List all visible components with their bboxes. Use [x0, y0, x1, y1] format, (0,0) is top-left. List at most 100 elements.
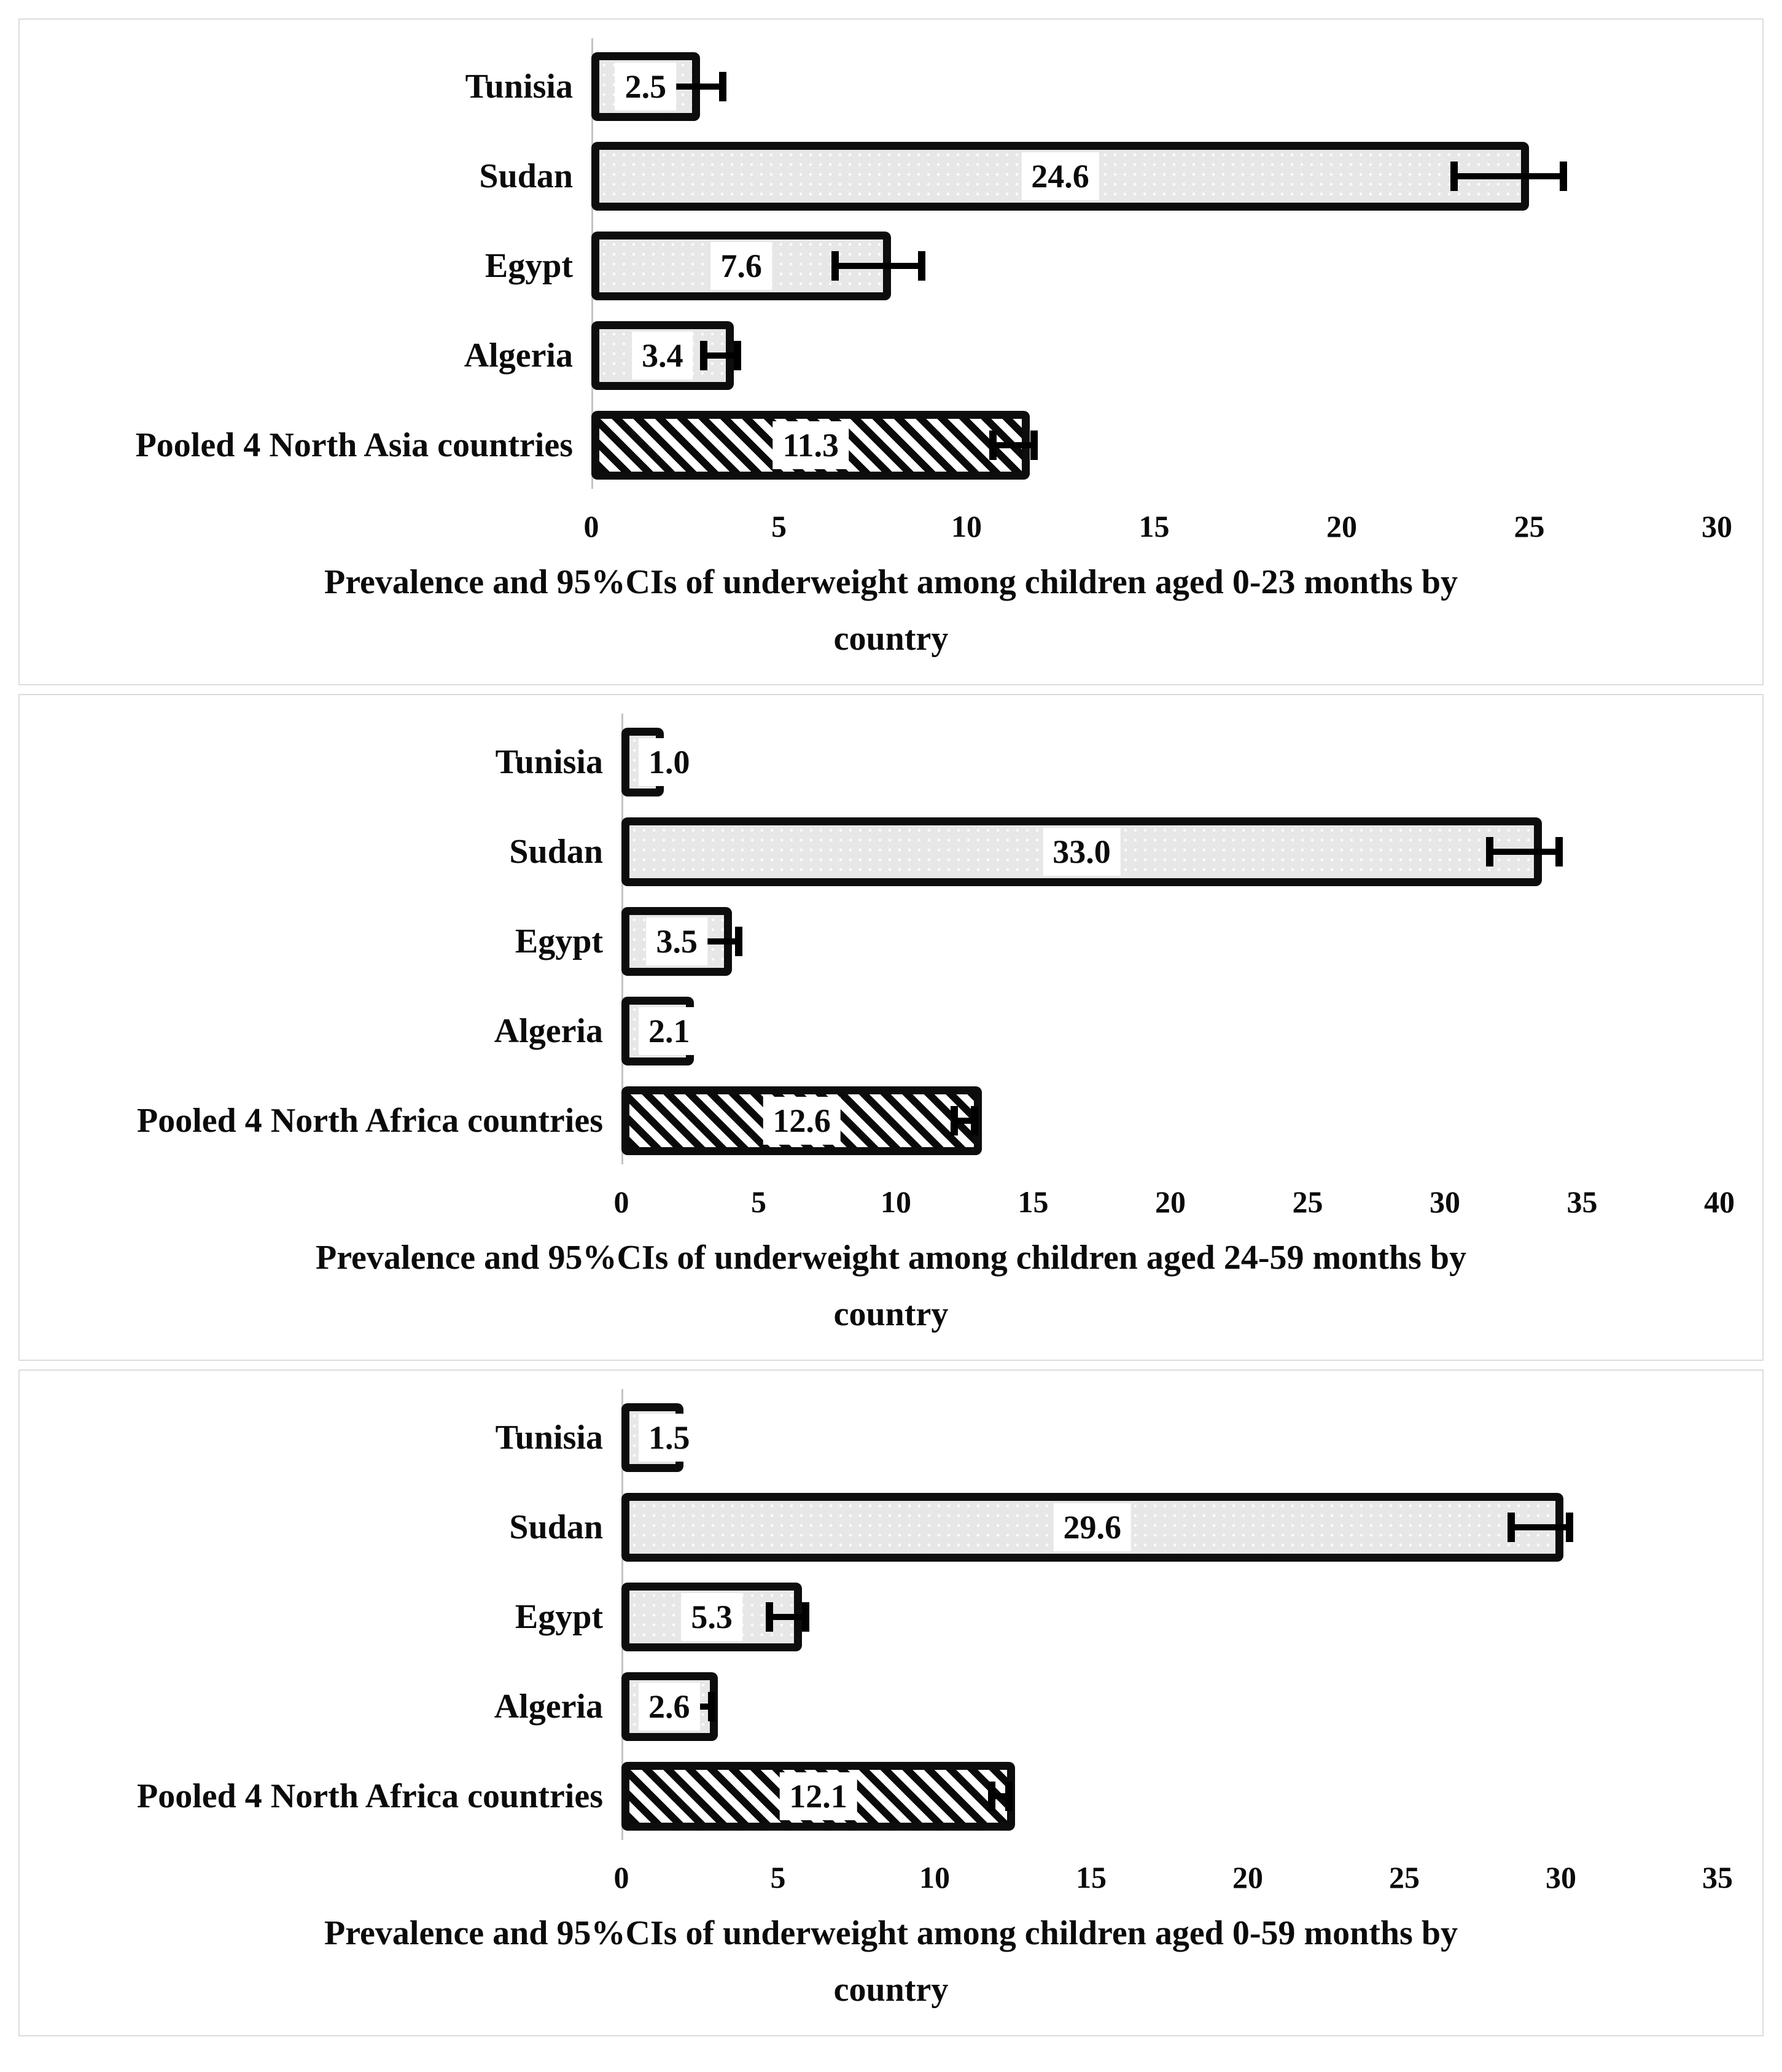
bar-track: 2.5: [591, 42, 1762, 131]
category-label: Egypt: [515, 1598, 603, 1636]
chart-title-line1: Prevalence and 95%CIs of underweight amo…: [315, 1239, 1466, 1277]
bar: 1.5: [621, 1403, 700, 1472]
x-axis: 0 5 10 15 20 25 30 35: [20, 1841, 1762, 1905]
x-tick-label: 0: [613, 1860, 629, 1895]
bar-track: 24.6: [591, 131, 1762, 221]
error-bar: [989, 430, 1038, 460]
bar-track: 12.6: [621, 1076, 1762, 1166]
bar-row: Algeria 2.6: [20, 1662, 1762, 1751]
chart-title-line1: Prevalence and 95%CIs of underweight amo…: [324, 1914, 1458, 1952]
category-label: Tunisia: [495, 1419, 603, 1457]
x-tick-label: 35: [1566, 1185, 1598, 1219]
error-bar: [1486, 837, 1563, 867]
category-label: Sudan: [509, 1508, 603, 1546]
category-label: Tunisia: [465, 68, 573, 106]
bar-track: 1.0: [621, 717, 1762, 807]
bar-track: 11.3: [591, 400, 1762, 490]
bar-track: 33.0: [621, 807, 1762, 897]
chart-title-line2: country: [833, 1295, 949, 1333]
category-label: Algeria: [464, 337, 573, 375]
error-bar: [951, 1106, 979, 1135]
bar-row: Pooled 4 North Asia countries 11.3: [20, 400, 1762, 490]
x-tick-label: 40: [1704, 1185, 1735, 1219]
x-tick-label: 30: [1546, 1860, 1576, 1895]
pooled-bar: 11.3: [591, 411, 1030, 480]
value-label: 2.5: [615, 63, 677, 111]
x-tick-label: 15: [1076, 1860, 1107, 1895]
error-bar: [1508, 1513, 1574, 1542]
category-label: Egypt: [515, 922, 603, 960]
x-tick-label: 15: [1017, 1185, 1049, 1219]
x-tick-label: 10: [919, 1860, 950, 1895]
x-tick-label: 10: [951, 509, 982, 543]
bar-row: Sudan 29.6: [20, 1482, 1762, 1572]
category-label: Egypt: [484, 247, 573, 285]
value-label: 24.6: [1021, 152, 1099, 200]
chart-title: Prevalence and 95%CIs of underweight amo…: [20, 1229, 1762, 1360]
chart-title: Prevalence and 95%CIs of underweight amo…: [20, 554, 1762, 684]
bar: 5.3: [621, 1583, 803, 1651]
bar-track: 12.1: [621, 1751, 1762, 1841]
bar-row: Algeria 3.4: [20, 311, 1762, 400]
bar-row: Algeria 2.1: [20, 986, 1762, 1076]
bar: 33.0: [621, 817, 1543, 886]
x-tick-label: 25: [1389, 1860, 1420, 1895]
x-tick-label: 30: [1430, 1185, 1460, 1219]
x-tick-label: 5: [770, 1860, 786, 1895]
x-tick-label: 10: [881, 1185, 911, 1219]
error-bar: [700, 341, 742, 370]
x-tick-label: 35: [1702, 1860, 1733, 1895]
x-tick-label: 0: [583, 509, 599, 543]
chart-title: Prevalence and 95%CIs of underweight amo…: [20, 1905, 1762, 2035]
category-label: Pooled 4 North Asia countries: [135, 426, 573, 464]
value-label: 2.6: [639, 1683, 700, 1731]
x-tick-label: 5: [771, 509, 787, 543]
bar: 7.6: [591, 232, 892, 300]
x-tick-label: 20: [1326, 509, 1357, 543]
value-label: 29.6: [1053, 1503, 1132, 1551]
pooled-bar: 12.6: [621, 1086, 982, 1155]
category-label: Tunisia: [495, 743, 603, 781]
x-tick-label: 30: [1702, 509, 1732, 543]
value-label: 3.5: [646, 917, 707, 965]
chart-title-line2: country: [833, 620, 949, 658]
bar-track: 3.5: [621, 897, 1762, 986]
chart-panel-0-59-months: Tunisia 1.5 Sudan 29.6 Egypt 5.3 Algeria 2.6 Poo…: [18, 1369, 1764, 2036]
category-label: Algeria: [494, 1688, 603, 1726]
bar: 1.0: [621, 728, 700, 796]
value-label: 7.6: [710, 242, 772, 290]
value-label: 5.3: [681, 1593, 742, 1641]
x-tick-label: 20: [1232, 1860, 1263, 1895]
bar-track: 7.6: [591, 221, 1762, 311]
x-tick-label: 0: [613, 1185, 629, 1219]
x-tick-label: 20: [1155, 1185, 1186, 1219]
bar-row: Tunisia 1.5: [20, 1393, 1762, 1482]
x-tick-label: 25: [1514, 509, 1545, 543]
bar-track: 29.6: [621, 1482, 1762, 1572]
category-label: Pooled 4 North Africa countries: [137, 1777, 603, 1815]
error-bar: [1450, 162, 1567, 191]
bar: 24.6: [591, 142, 1530, 211]
bar: 29.6: [621, 1493, 1563, 1562]
value-label: 1.5: [639, 1414, 700, 1462]
bar-track: 2.1: [621, 986, 1762, 1076]
pooled-bar: 12.1: [621, 1762, 1016, 1831]
bar-row: Tunisia 2.5: [20, 42, 1762, 131]
bar-row: Egypt 5.3: [20, 1572, 1762, 1662]
plot-area: Tunisia 2.5 Sudan 24.6 Egypt 7.6 Algeria 3.4 Poo…: [20, 38, 1762, 490]
x-axis: 0 5 10 15 20 25 30: [20, 490, 1762, 554]
bar-row: Sudan 24.6: [20, 131, 1762, 221]
chart-title-line1: Prevalence and 95%CIs of underweight amo…: [324, 563, 1458, 601]
error-bar: [987, 1782, 1013, 1811]
category-label: Algeria: [494, 1012, 603, 1050]
x-tick-label: 5: [751, 1185, 766, 1219]
plot-area: Tunisia 1.5 Sudan 29.6 Egypt 5.3 Algeria 2.6 Poo…: [20, 1389, 1762, 1841]
chart-panel-24-59-months: Tunisia 1.0 Sudan 33.0 Egypt 3.5 Algeria 2.1 Poo…: [18, 694, 1764, 1361]
bar: 3.5: [621, 907, 733, 976]
value-label: 12.6: [763, 1097, 841, 1145]
category-label: Sudan: [479, 157, 573, 195]
bar-row: Pooled 4 North Africa countries 12.6: [20, 1076, 1762, 1166]
value-label: 1.0: [639, 738, 700, 786]
value-label: 12.1: [779, 1772, 857, 1820]
